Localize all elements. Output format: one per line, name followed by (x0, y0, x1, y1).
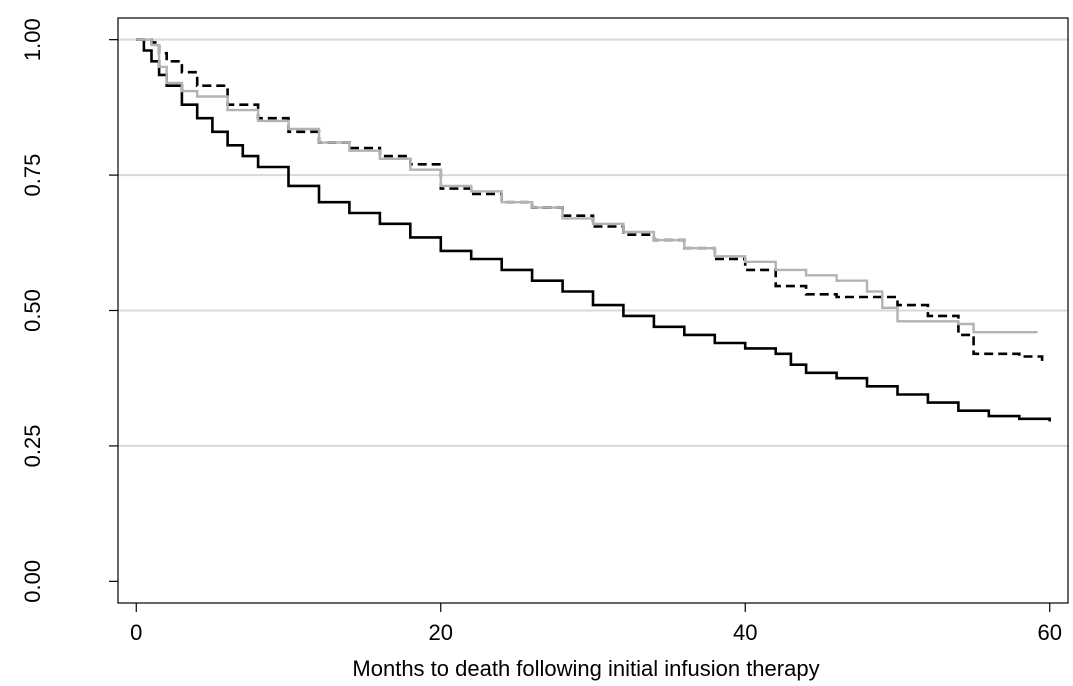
x-tick-label-1: 20 (429, 620, 453, 645)
x-tick-label-0: 0 (130, 620, 142, 645)
series-1-solid-line (136, 38, 1051, 422)
axes: 0 20 40 60 0.00 0.25 0.50 0.75 1.00 (20, 17, 1069, 645)
x-tick-label-2: 40 (733, 620, 757, 645)
gridlines (118, 38, 1068, 447)
series-3-solid-line (136, 38, 1038, 334)
x-tick-label-3: 60 (1037, 620, 1061, 645)
y-tick-label-1: 0.25 (20, 425, 45, 468)
y-tick-label-4: 1.00 (20, 18, 45, 61)
y-tick-label-0: 0.00 (20, 560, 45, 603)
y-tick-label-2: 0.50 (20, 289, 45, 332)
y-tick-label-3: 0.75 (20, 154, 45, 197)
x-axis-label: Months to death following initial infusi… (352, 656, 819, 681)
series-layer (136, 38, 1051, 422)
